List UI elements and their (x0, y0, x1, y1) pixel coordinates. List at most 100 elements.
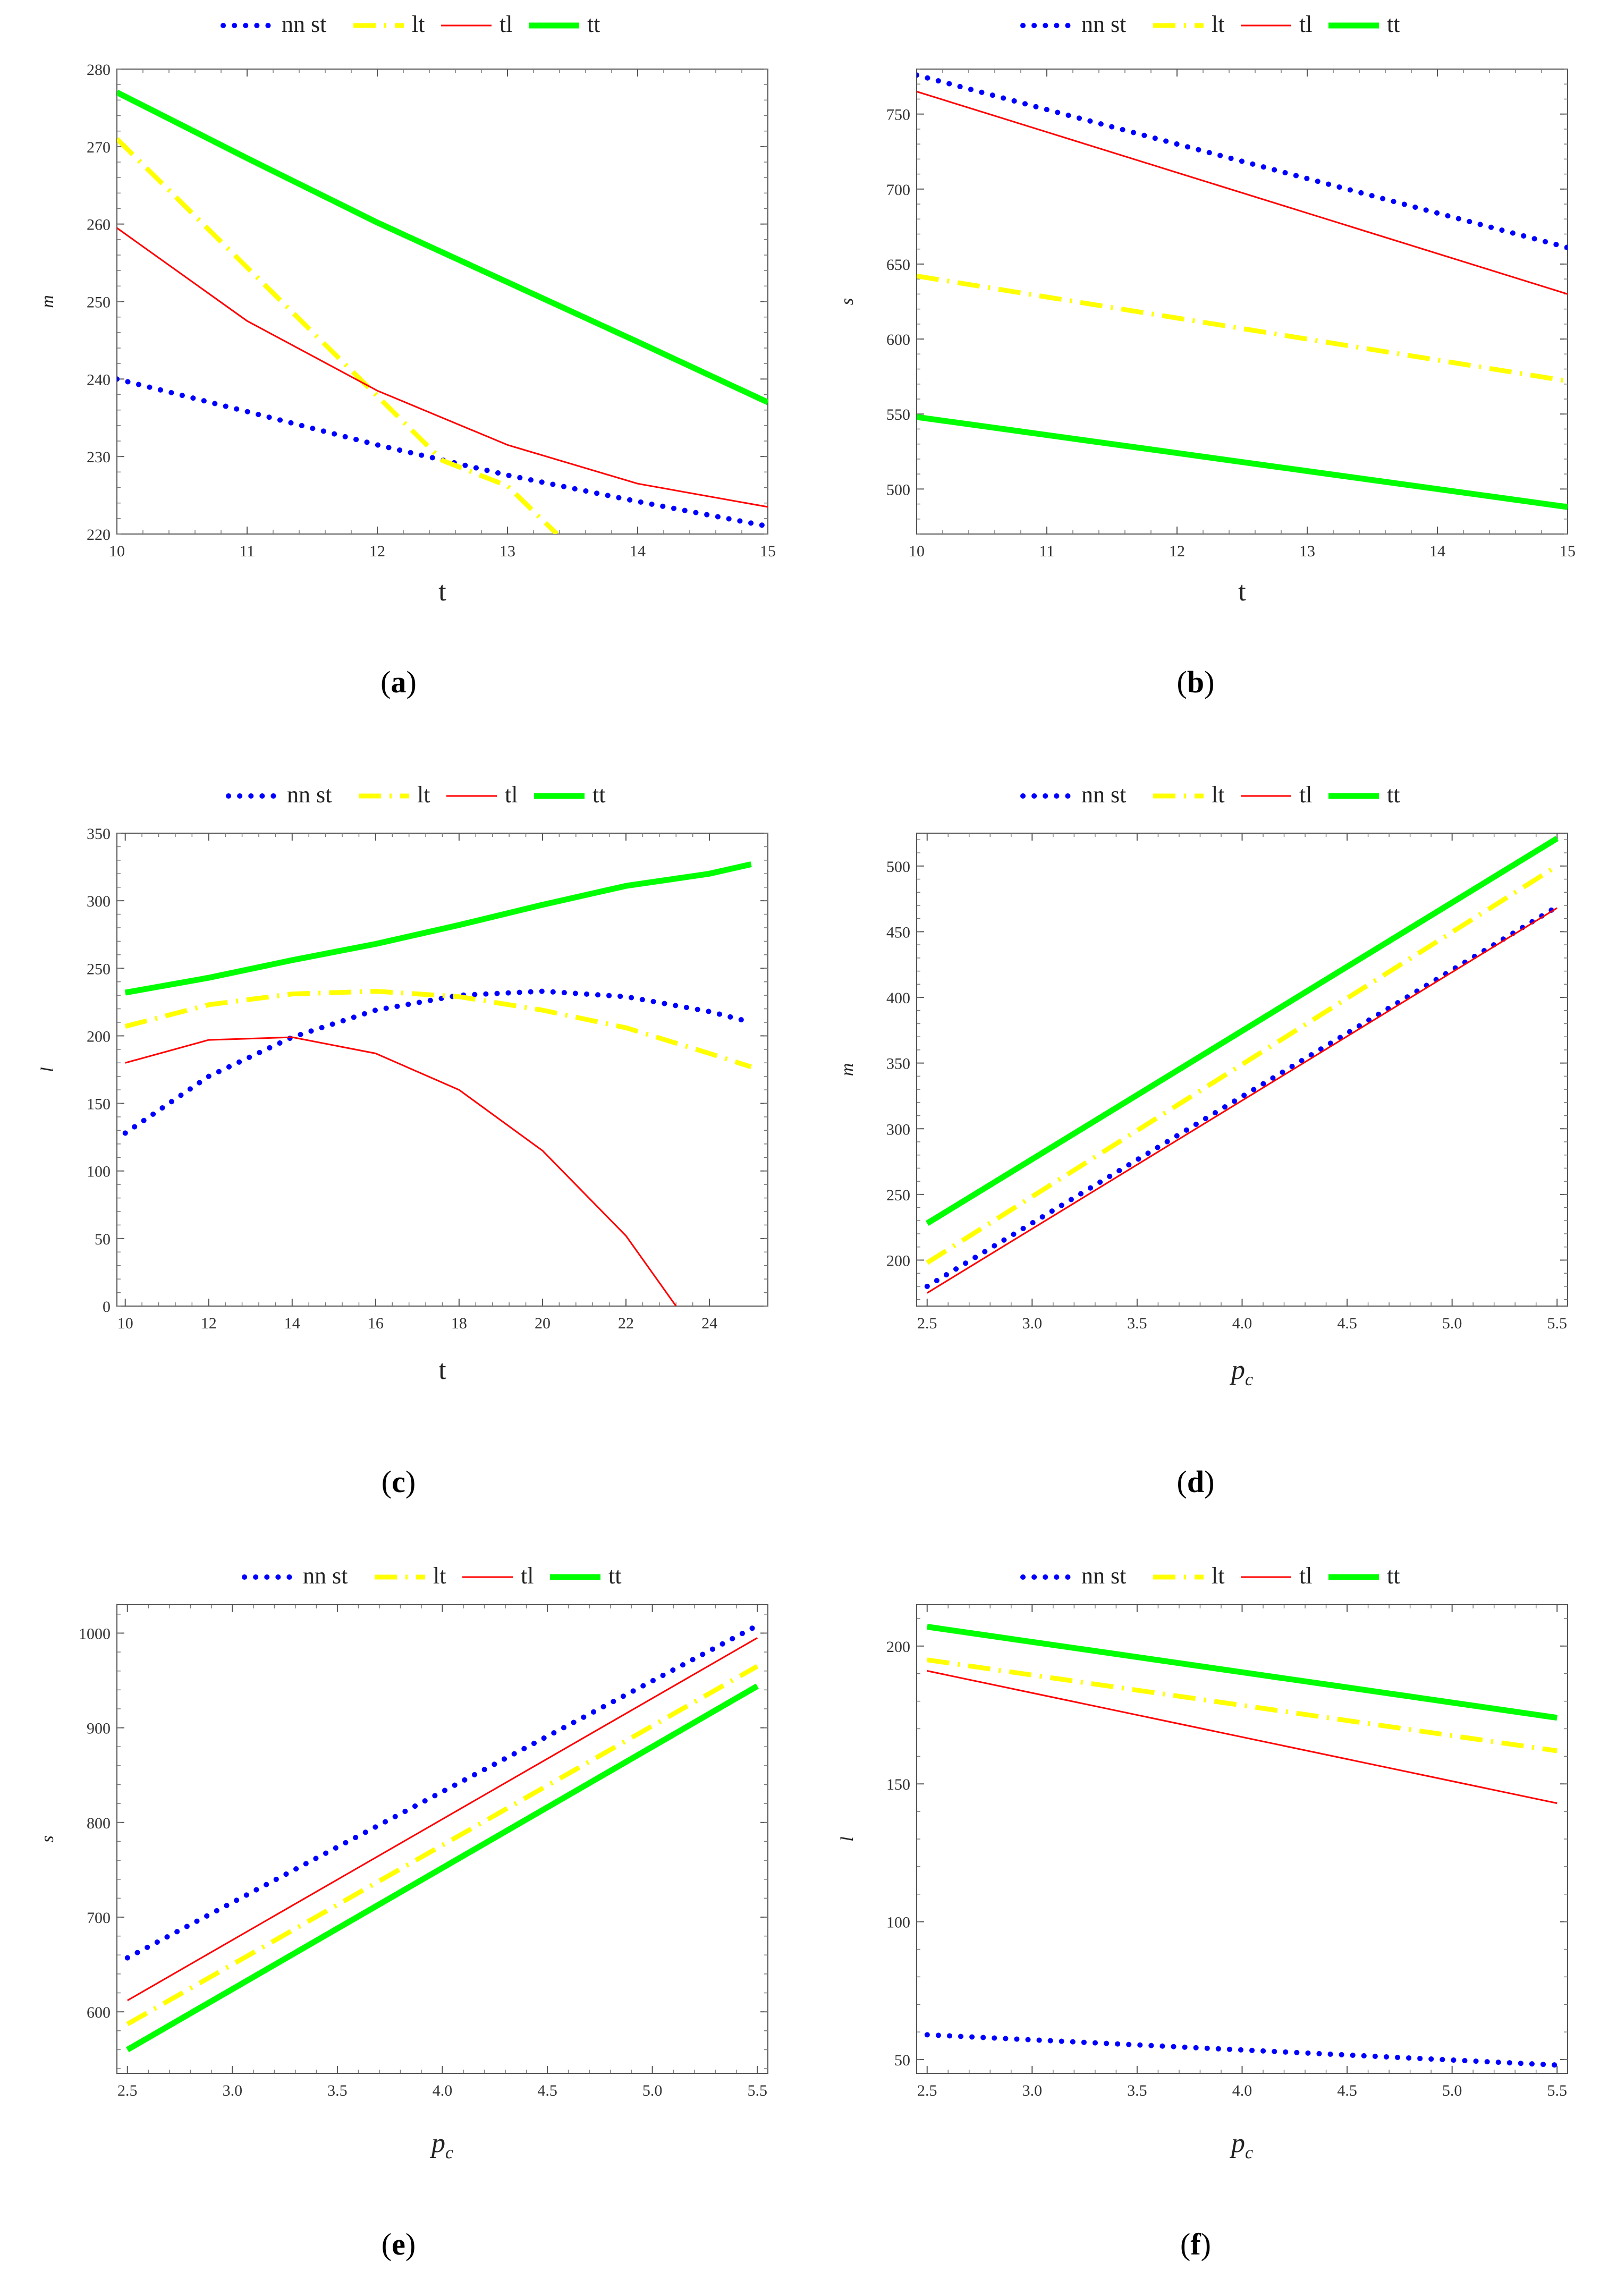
legend-label: nn st (282, 11, 326, 37)
y-tick-label: 750 (886, 106, 910, 124)
series-line-lt (117, 137, 559, 534)
y-tick-label: 50 (95, 1231, 111, 1248)
x-tick-label: 4.5 (1337, 2082, 1357, 2099)
series-line-tt (124, 861, 752, 996)
y-axis-title: l (837, 1836, 857, 1841)
caption-f: (f) (1180, 2227, 1211, 2261)
series-line-tt (927, 1624, 1557, 1721)
series-line-lt (126, 1664, 759, 2027)
panel-f: 2.5 3.0 3.5 4.0 4.5 5.0 5.5 50 100 150 200 pc l nn st… (800, 1536, 1600, 2296)
series-group (117, 89, 768, 534)
plot-frame (116, 1604, 768, 2074)
y-tick-label: 220 (87, 526, 111, 544)
y-tick-label: 230 (87, 448, 111, 466)
caption-d: (d) (1176, 1464, 1215, 1499)
panel-a: 10 11 12 13 14 15 220 230 240 250 260 270 280 t m nn st… (0, 0, 800, 765)
legend-label: lt (1212, 782, 1224, 808)
x-tick-label: 12 (1169, 543, 1185, 560)
x-tick-label: 15 (1560, 543, 1576, 560)
x-tick-label: 20 (535, 1315, 551, 1332)
y-tick-label: 150 (886, 1776, 910, 1793)
series-group (124, 1623, 760, 2053)
series-line-nn-st (924, 904, 1560, 1289)
x-tick-label: 4.0 (1232, 1315, 1252, 1332)
y-tick-label: 500 (886, 481, 910, 498)
x-tick-label: 13 (500, 543, 515, 560)
caption-c: (c) (381, 1464, 416, 1499)
x-tick-label: 16 (368, 1315, 384, 1332)
y-tick-label: 150 (87, 1096, 111, 1113)
x-tick-label: 2.5 (917, 2082, 937, 2099)
y-tick-label: 1000 (79, 1625, 111, 1642)
y-axis-title: m (837, 1063, 857, 1077)
legend: nn st lt tl tt (242, 1563, 621, 1589)
series-line-lt (124, 989, 752, 1070)
x-tick-label: 2.5 (117, 2082, 138, 2099)
y-tick-label: 270 (87, 139, 111, 156)
caption-b: (b) (1176, 665, 1215, 699)
y-tick-label: 240 (87, 371, 111, 388)
series-line-lt (926, 863, 1559, 1265)
x-tick-label: 13 (1299, 543, 1315, 560)
x-axis-title: t (1238, 577, 1246, 607)
series-line-tt (117, 89, 768, 405)
y-axis-title: m (38, 295, 57, 308)
y-tick-label: 250 (87, 960, 111, 978)
legend: nn st lt tl tt (221, 11, 600, 37)
x-axis-title: t (438, 1355, 446, 1385)
x-tick-label: 3.5 (1127, 1315, 1147, 1332)
chart-d: 2.5 3.0 3.5 4.0 4.5 5.0 5.5 200 250 300 350 400 450 5… (837, 782, 1568, 1390)
series-line-nn-st (124, 1623, 760, 1961)
legend-label: tl (1299, 782, 1312, 808)
legend-label: nn st (303, 1563, 348, 1589)
legend-label: nn st (287, 782, 332, 808)
y-tick-label: 550 (886, 406, 910, 423)
x-tick-label: 5.0 (1442, 1315, 1462, 1332)
legend-label: tt (1387, 782, 1400, 808)
series-group (924, 1624, 1560, 2068)
x-axis-title: t (438, 577, 446, 607)
x-tick-label: 4.0 (433, 2082, 453, 2099)
y-tick-label: 600 (886, 331, 910, 349)
chart-c: 10 12 14 16 18 20 22 24050100150200250300350tln… (38, 782, 768, 1385)
y-tick-label: 600 (87, 2004, 111, 2021)
series-line-nn-st (917, 72, 1568, 250)
series-line-nn-st (122, 988, 754, 1136)
plot-frame (116, 833, 768, 1307)
x-tick-label: 5.0 (1442, 2082, 1462, 2099)
chart-b: 10 11 12 13 14 15 500 550 600 650 700 750 t s nn st lt t… (837, 11, 1576, 607)
x-tick-label: 10 (117, 1315, 133, 1332)
y-tick-label: 700 (87, 1909, 111, 1927)
x-tick-label: 11 (240, 543, 255, 560)
series-line-tt (925, 836, 1559, 1226)
y-tick-label: 280 (87, 61, 111, 79)
x-tick-label: 14 (284, 1315, 300, 1332)
legend-label: tl (1299, 1563, 1312, 1589)
y-tick-label: 800 (87, 1815, 111, 1832)
caption-a: (a) (380, 665, 417, 699)
panel-e: 2.5 3.0 3.5 4.0 4.5 5.0 5.5 600 700 800 900 1000 pc s… (0, 1536, 800, 2296)
x-tick-label: 4.0 (1232, 2082, 1252, 2099)
series-line-lt (917, 274, 1568, 384)
y-tick-label: 200 (886, 1638, 910, 1656)
y-tick-label: 350 (87, 825, 111, 843)
y-tick-label: 200 (87, 1028, 111, 1045)
x-tick-label: 18 (451, 1315, 467, 1332)
legend: nn st lt tl tt (1020, 782, 1400, 808)
y-tick-label: 400 (886, 989, 910, 1007)
legend-label: tl (500, 11, 512, 37)
x-tick-label: 15 (760, 543, 776, 560)
x-tick-label: 3.5 (1127, 2082, 1147, 2099)
plot-frame (916, 69, 1568, 535)
x-tick-label: 5.5 (1547, 2082, 1567, 2099)
x-tick-label: 10 (909, 543, 925, 560)
series-line-tl (927, 907, 1557, 1294)
legend-label: lt (433, 1563, 446, 1589)
panel-b: 10 11 12 13 14 15 500 550 600 650 700 750 t s nn st lt t… (800, 0, 1600, 765)
legend: nn st lt tl tt (1020, 11, 1400, 37)
y-tick-label: 260 (87, 216, 111, 234)
x-tick-label: 12 (201, 1315, 217, 1332)
legend-label: tl (505, 782, 518, 808)
x-tick-label: 5.0 (642, 2082, 663, 2099)
y-tick-label: 350 (886, 1055, 910, 1073)
